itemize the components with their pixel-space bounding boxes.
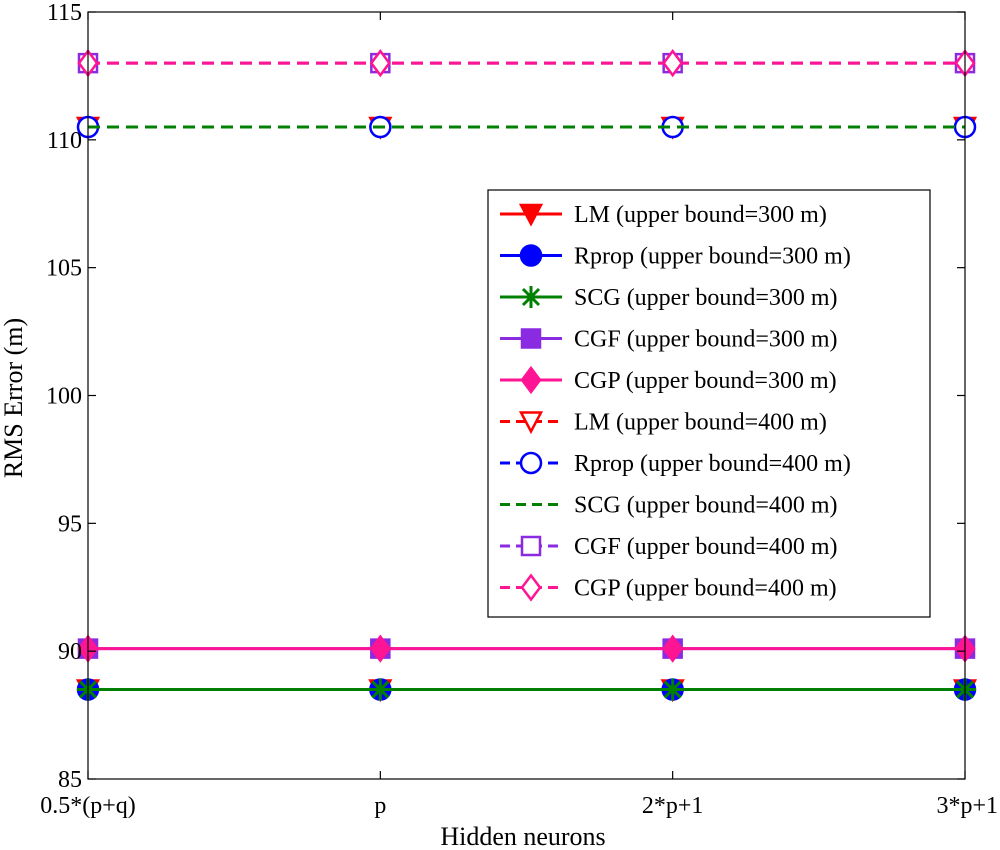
- y-tick-label: 115: [47, 0, 82, 26]
- legend-label: CGP (upper bound=400 m): [574, 576, 837, 602]
- data-point-marker: [369, 678, 392, 701]
- x-axis-title: Hidden neurons: [440, 822, 605, 850]
- legend-marker: [518, 411, 544, 435]
- legend-label: LM (upper bound=400 m): [574, 410, 827, 436]
- legend-marker: [520, 328, 542, 349]
- y-tick-label: 95: [58, 511, 82, 537]
- data-point-marker: [369, 634, 391, 663]
- series-cgp-upper-bound-400-m: [77, 49, 976, 78]
- data-point-marker: [661, 678, 684, 701]
- legend-marker: [520, 573, 542, 602]
- legend-item-cgf-upper-bound-400-m: CGF (upper bound=400 m): [500, 534, 838, 560]
- data-point-marker: [662, 49, 684, 78]
- data-point-marker: [369, 49, 391, 78]
- y-tick-label: 100: [46, 384, 82, 410]
- y-tick-label: 90: [58, 639, 82, 665]
- x-tick-label: p: [374, 793, 386, 819]
- legend-box: [487, 189, 931, 618]
- y-axis-title: RMS Error (m): [0, 318, 28, 478]
- legend-label: SCG (upper bound=400 m): [574, 493, 838, 519]
- legend-marker: [520, 535, 542, 557]
- legend-marker: [520, 365, 542, 395]
- y-tick-label: 105: [46, 256, 82, 282]
- legend-label: LM (upper bound=300 m): [574, 202, 827, 228]
- legend-label: CGF (upper bound=300 m): [574, 327, 838, 353]
- y-tick-label: 85: [58, 767, 82, 793]
- legend: LM (upper bound=300 m) Rprop (upper bound…: [487, 189, 931, 618]
- x-tick-label: 3*p+1: [936, 793, 998, 819]
- legend-item-lm-upper-bound-400-m: LM (upper bound=400 m): [500, 410, 827, 436]
- series-scg-upper-bound-300-m: [77, 678, 976, 701]
- axes-layer: 85 90 95 100 105 110 115 0.5*(p+q) p 2*p+1 3*p+1: [40, 0, 998, 819]
- legend-item-rprop-upper-bound-300-m: Rprop (upper bound=300 m): [500, 244, 851, 270]
- legend-marker: [518, 203, 544, 227]
- legend-marker: [520, 286, 542, 308]
- legend-item-scg-upper-bound-300-m: SCG (upper bound=300 m): [500, 285, 838, 311]
- legend-item-cgp-upper-bound-400-m: CGP (upper bound=400 m): [500, 573, 837, 602]
- legend-marker: [519, 244, 543, 267]
- legend-item-rprop-upper-bound-400-m: Rprop (upper bound=400 m): [500, 451, 851, 477]
- legend-marker: [519, 451, 543, 475]
- legend-item-cgp-upper-bound-300-m: CGP (upper bound=300 m): [500, 365, 837, 395]
- x-tick-label: 0.5*(p+q): [40, 793, 136, 819]
- x-tick-label: 2*p+1: [642, 793, 704, 819]
- legend-label: Rprop (upper bound=400 m): [574, 451, 851, 477]
- legend-item-cgf-upper-bound-300-m: CGF (upper bound=300 m): [500, 327, 838, 353]
- legend-item-lm-upper-bound-300-m: LM (upper bound=300 m): [500, 202, 827, 228]
- legend-label: CGP (upper bound=300 m): [574, 368, 837, 394]
- legend-item-scg-upper-bound-400-m: SCG (upper bound=400 m): [500, 493, 838, 519]
- y-tick-label: 110: [47, 128, 82, 154]
- legend-label: CGF (upper bound=400 m): [574, 534, 838, 560]
- legend-label: Rprop (upper bound=300 m): [574, 244, 851, 270]
- legend-label: SCG (upper bound=300 m): [574, 285, 838, 311]
- data-point-marker: [662, 634, 684, 663]
